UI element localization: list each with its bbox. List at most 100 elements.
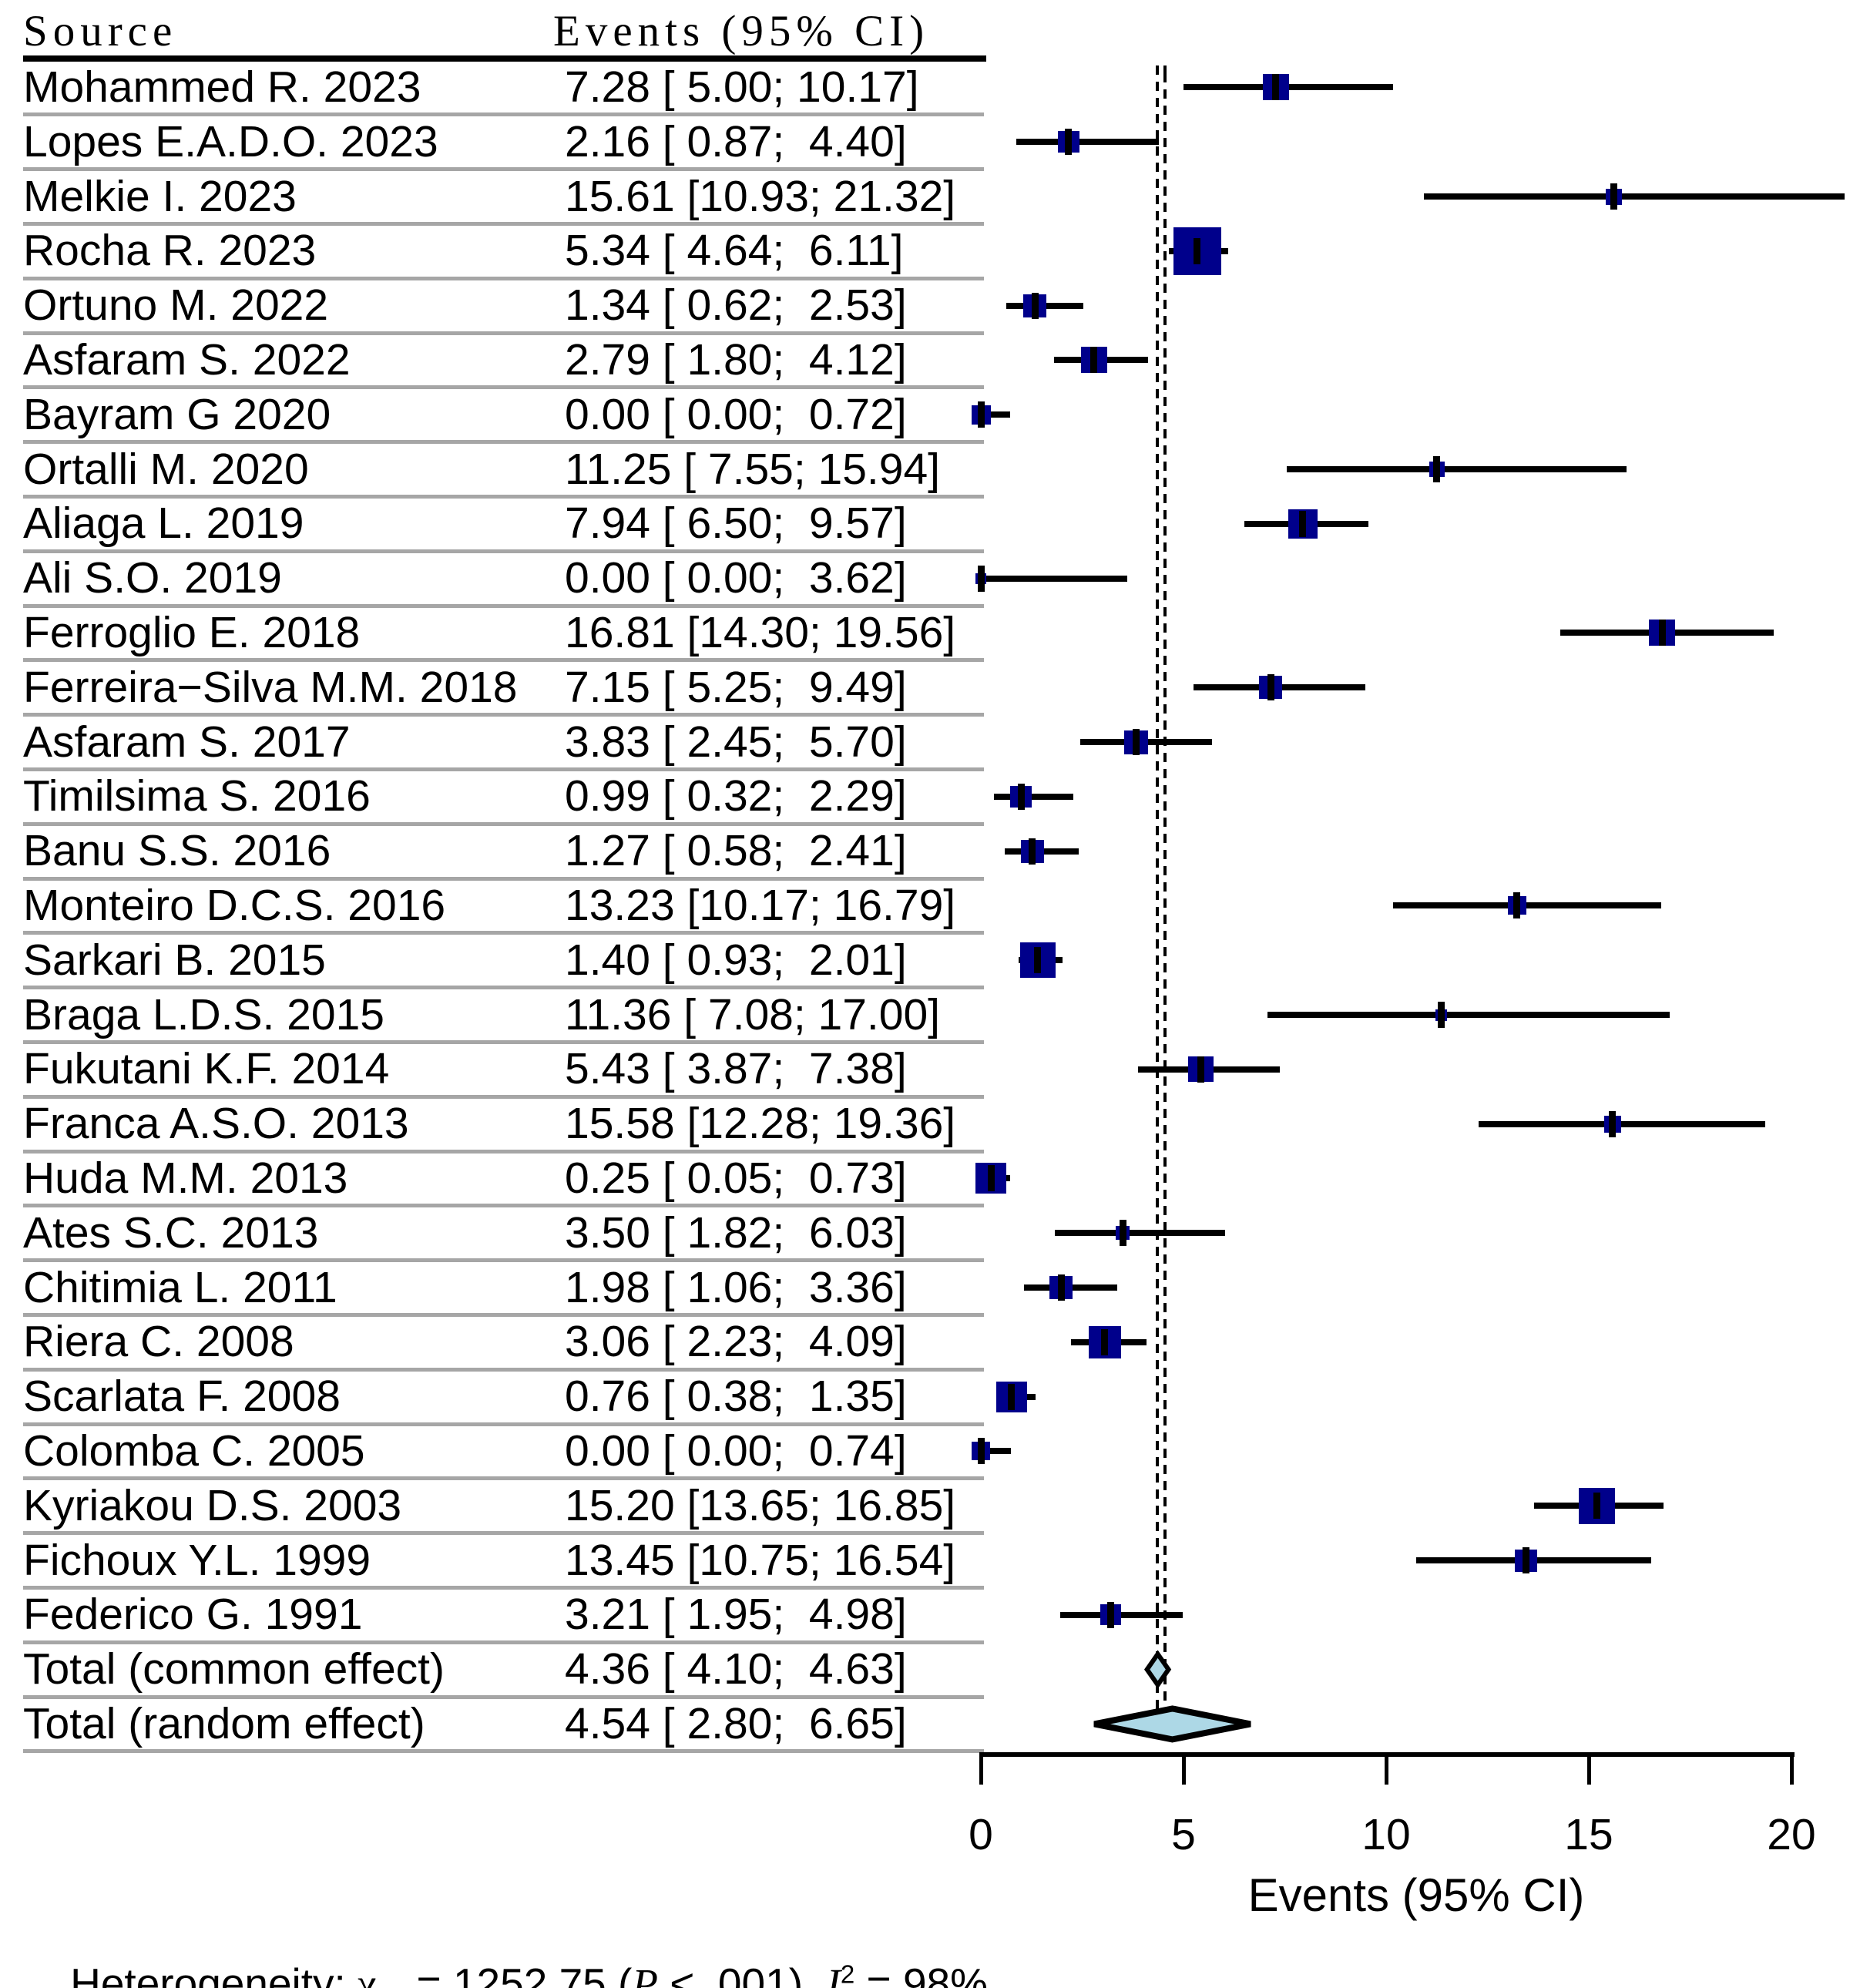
row-separator: [23, 1094, 984, 1099]
row-separator: [23, 331, 984, 335]
row-separator: [23, 1694, 984, 1699]
ci-line: [1267, 1012, 1670, 1018]
ci-line: [1423, 193, 1845, 200]
summary-diamond: [1144, 1650, 1172, 1689]
point-estimate-cross: [1090, 347, 1098, 374]
study-events: 4.54 [ 2.80; 6.65]: [565, 1699, 907, 1748]
study-label: Ali S.O. 2019: [23, 553, 282, 603]
study-events: 15.58 [12.28; 19.36]: [565, 1099, 956, 1149]
study-events: 13.23 [10.17; 16.79]: [565, 881, 956, 930]
heterogeneity-i2-value: = 98%: [854, 1959, 989, 1988]
study-events: 3.06 [ 2.23; 4.09]: [565, 1317, 907, 1367]
row-separator: [23, 658, 984, 663]
study-events: 16.81 [14.30; 19.56]: [565, 608, 956, 657]
study-label: Riera C. 2008: [23, 1317, 294, 1367]
study-events: 0.76 [ 0.38; 1.35]: [565, 1372, 907, 1422]
ci-line: [1054, 1230, 1226, 1237]
study-label: Aliaga L. 2019: [23, 499, 304, 549]
study-label: Timilsima S. 2016: [23, 771, 371, 821]
point-estimate-cross: [1119, 1220, 1126, 1247]
i-squared-symbol: I: [826, 1960, 841, 1988]
point-estimate-cross: [1101, 1328, 1109, 1355]
study-label: Asfaram S. 2017: [23, 717, 351, 767]
x-axis-tick: [1586, 1752, 1591, 1785]
point-estimate-cross: [1008, 1383, 1016, 1410]
summary-diamond: [1093, 1705, 1251, 1743]
x-axis-tick-label: 15: [1564, 1810, 1613, 1859]
ci-line: [981, 411, 1010, 418]
study-events: 3.50 [ 1.82; 6.03]: [565, 1207, 907, 1258]
row-separator: [23, 876, 984, 881]
x-axis-tick: [979, 1752, 983, 1785]
study-label: Federico G. 1991: [23, 1590, 363, 1640]
ci-line: [993, 793, 1074, 800]
x-axis-tick: [1789, 1752, 1794, 1785]
point-estimate-cross: [1107, 1601, 1115, 1628]
point-estimate-cross: [1017, 783, 1025, 810]
point-estimate-cross: [1272, 74, 1280, 101]
i-squared-superscript: 2: [840, 1959, 855, 1988]
row-separator: [23, 1039, 984, 1044]
study-label: Kyriakou D.S. 2003: [23, 1480, 402, 1530]
point-estimate-cross: [1029, 838, 1036, 865]
row-separator: [23, 1422, 984, 1426]
study-events: 15.61 [10.93; 21.32]: [565, 171, 956, 221]
study-events: 2.16 [ 0.87; 4.40]: [565, 116, 907, 166]
ci-line: [1287, 466, 1627, 472]
study-events: 15.20 [13.65; 16.85]: [565, 1480, 956, 1530]
study-events: 1.40 [ 0.93; 2.01]: [565, 935, 907, 985]
study-events: 11.36 [ 7.08; 17.00]: [565, 989, 941, 1039]
point-estimate-cross: [1132, 729, 1140, 755]
x-axis-tick: [1384, 1752, 1388, 1785]
column-header-source: Source: [23, 7, 178, 55]
point-estimate-cross: [1593, 1493, 1601, 1520]
study-events: 0.00 [ 0.00; 3.62]: [565, 553, 907, 603]
heterogeneity-chi-value: = 1252.75 (: [405, 1959, 633, 1988]
study-label: Ortuno M. 2022: [23, 280, 329, 331]
ci-line: [1392, 902, 1662, 909]
x-axis-title: Events (95% CI): [1247, 1869, 1585, 1921]
study-label: Mohammed R. 2023: [23, 62, 421, 112]
point-estimate-cross: [1609, 1110, 1616, 1137]
x-axis-tick-label: 0: [969, 1810, 993, 1859]
chi-symbol: χ: [358, 1960, 377, 1988]
point-estimate-cross: [1513, 892, 1521, 919]
study-label: Melkie I. 2023: [23, 171, 297, 221]
study-label: Ferroglio E. 2018: [23, 608, 361, 657]
reference-dashed-line: [1163, 65, 1167, 1709]
study-label: Bayram G 2020: [23, 389, 331, 439]
row-separator: [23, 549, 984, 553]
x-axis-tick: [1181, 1752, 1186, 1785]
row-separator: [23, 167, 984, 172]
study-events: 0.00 [ 0.00; 0.74]: [565, 1426, 907, 1476]
point-estimate-cross: [1610, 183, 1617, 210]
study-events: 0.25 [ 0.05; 0.73]: [565, 1154, 907, 1203]
study-events: 1.27 [ 0.58; 2.41]: [565, 826, 907, 876]
ci-line: [1478, 1120, 1766, 1127]
study-events: 1.98 [ 1.06; 3.36]: [565, 1262, 907, 1312]
study-label: Banu S.S. 2016: [23, 826, 331, 876]
point-estimate-cross: [1438, 1002, 1445, 1028]
study-label: Scarlata F. 2008: [23, 1372, 341, 1422]
study-events: 4.36 [ 4.10; 4.63]: [565, 1644, 907, 1694]
study-label: Sarkari B. 2015: [23, 935, 326, 985]
study-label: Colomba C. 2005: [23, 1426, 365, 1476]
study-label: Lopes E.A.D.O. 2023: [23, 116, 438, 166]
row-separator: [23, 440, 984, 445]
row-separator: [23, 1258, 984, 1263]
point-estimate-cross: [1057, 1274, 1065, 1301]
study-events: 11.25 [ 7.55; 15.94]: [565, 444, 941, 494]
row-separator: [23, 713, 984, 717]
point-estimate-cross: [977, 565, 985, 592]
study-events: 7.28 [ 5.00; 10.17]: [565, 62, 919, 112]
study-events: 5.43 [ 3.87; 7.38]: [565, 1044, 907, 1094]
study-events: 0.99 [ 0.32; 2.29]: [565, 771, 907, 821]
row-separator: [23, 1640, 984, 1644]
study-label: Ferreira−Silva M.M. 2018: [23, 662, 518, 712]
study-label: Asfaram S. 2022: [23, 335, 351, 385]
row-separator: [23, 221, 984, 226]
point-estimate-cross: [1658, 620, 1666, 646]
study-events: 1.34 [ 0.62; 2.53]: [565, 280, 907, 331]
